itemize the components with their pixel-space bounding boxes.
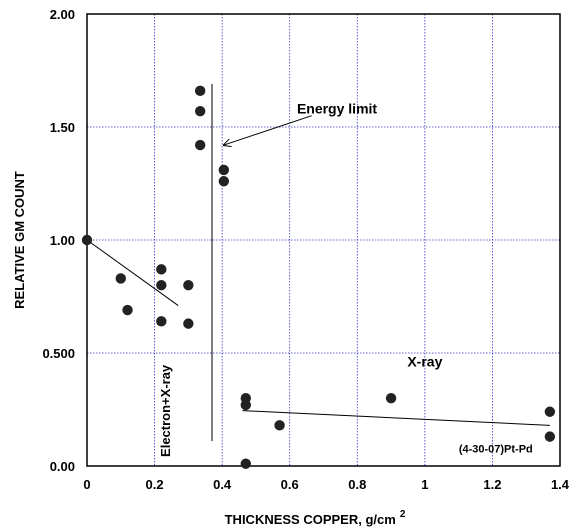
xray-fit-line — [242, 410, 550, 426]
data-point — [240, 399, 251, 411]
x-tick-label: 0.2 — [146, 477, 164, 492]
data-point — [544, 406, 556, 417]
y-tick-label: 1.50 — [50, 120, 75, 135]
data-point — [156, 264, 167, 275]
electron-xray-label: Electron+X-ray — [158, 364, 173, 457]
data-point — [544, 431, 556, 442]
electron-fit-line — [86, 239, 179, 306]
data-point — [194, 105, 206, 117]
tick-labels: 0 0.2 0.4 0.6 0.8 1 1.2 1.4 0.00 0.500 1.00 1.50 2.0… — [42, 7, 569, 492]
data-points — [81, 85, 556, 469]
x-tick-label: 0.4 — [213, 477, 232, 492]
xray-label: X-ray — [407, 354, 442, 370]
grid — [87, 14, 560, 466]
data-point — [218, 164, 230, 176]
energy-limit-label: Energy limit — [297, 100, 377, 116]
data-point — [194, 139, 206, 151]
data-point — [81, 234, 93, 246]
x-tick-label: 0.8 — [348, 477, 366, 492]
x-axis-title-text: THICKNESS COPPER, g/cm — [225, 512, 396, 527]
y-tick-label: 0.500 — [42, 346, 75, 361]
data-point — [274, 420, 285, 431]
data-point — [385, 393, 397, 404]
fit-lines — [86, 84, 550, 442]
sample-label: (4-30-07)Pt-Pd — [459, 443, 533, 455]
energy-limit-arrow — [224, 115, 312, 145]
data-point — [194, 85, 206, 97]
x-tick-label: 0 — [83, 477, 90, 492]
data-point — [183, 318, 194, 329]
data-point — [156, 280, 167, 291]
y-tick-label: 0.00 — [50, 459, 75, 474]
y-tick-label: 1.00 — [50, 233, 75, 248]
data-point — [183, 280, 194, 291]
data-point — [240, 458, 251, 469]
data-point — [115, 273, 126, 284]
data-point — [156, 316, 167, 327]
data-point — [122, 304, 133, 316]
x-axis-title: THICKNESS COPPER, g/cm 2 — [225, 509, 406, 527]
y-tick-label: 2.00 — [50, 7, 75, 22]
x-tick-label: 1.2 — [483, 477, 501, 492]
annotations: Energy limit X-ray Electron+X-ray (4-30-07)… — [158, 100, 533, 457]
x-tick-label: 1.4 — [551, 477, 570, 492]
x-tick-label: 1 — [421, 477, 428, 492]
x-tick-label: 0.6 — [281, 477, 299, 492]
y-axis-title: RELATIVE GM COUNT — [12, 171, 27, 309]
data-point — [218, 176, 230, 187]
x-axis-title-superscript: 2 — [400, 509, 406, 520]
